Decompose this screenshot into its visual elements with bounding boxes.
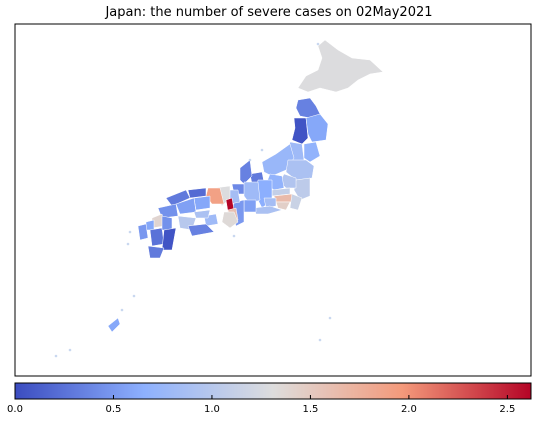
region-fukushima <box>285 159 315 181</box>
region-aichi <box>243 199 257 213</box>
colorbar-tick-label: 2.5 <box>499 404 515 415</box>
colorbar-ticks: 0.0 0.5 1.0 1.5 2.0 2.5 <box>7 395 515 415</box>
chart-title: Japan: the number of severe cases on 02M… <box>105 5 433 20</box>
island <box>232 234 236 238</box>
island <box>132 294 136 298</box>
region-kagawa <box>193 209 211 219</box>
island <box>260 148 264 152</box>
region-hyogo <box>205 187 225 205</box>
region-kagoshima <box>147 245 165 259</box>
region-nagasaki <box>137 223 149 241</box>
island <box>54 354 58 358</box>
islands-layer <box>54 42 332 358</box>
region-miyazaki <box>161 227 177 251</box>
island <box>318 338 322 342</box>
colorbar-tick-label: 1.0 <box>204 404 220 415</box>
region-chiba <box>289 193 303 211</box>
island <box>128 230 132 234</box>
region-wakayama <box>221 211 239 229</box>
region-akita <box>291 117 309 145</box>
region-ishikawa <box>239 159 253 185</box>
island <box>68 348 72 352</box>
region-kanagawa <box>275 201 291 211</box>
colorbar-tick-label: 1.5 <box>302 404 318 415</box>
region-kochi <box>187 223 215 237</box>
colorbar <box>14 382 532 400</box>
region-ibaraki <box>293 177 311 201</box>
region-hokkaido <box>297 39 384 93</box>
region-oita <box>161 215 173 231</box>
region-saga <box>145 219 155 231</box>
colorbar-tick-label: 2.0 <box>401 404 417 415</box>
island <box>316 42 320 46</box>
region-okinawa <box>107 317 121 333</box>
region-shizuoka <box>253 205 283 215</box>
region-miyagi <box>303 141 321 163</box>
colorbar-tick-label: 0.0 <box>7 404 23 415</box>
colorbar-tick-label: 0.5 <box>106 404 122 415</box>
region-okayama <box>193 195 211 211</box>
island <box>248 158 252 162</box>
region-yamanashi <box>263 197 277 209</box>
island <box>120 308 124 312</box>
region-iwate <box>305 113 329 143</box>
regions-layer <box>107 39 384 333</box>
island <box>126 242 130 246</box>
island <box>328 316 332 320</box>
region-shimane <box>165 189 191 207</box>
region-kumamoto <box>149 227 165 247</box>
region-tottori <box>187 187 207 199</box>
